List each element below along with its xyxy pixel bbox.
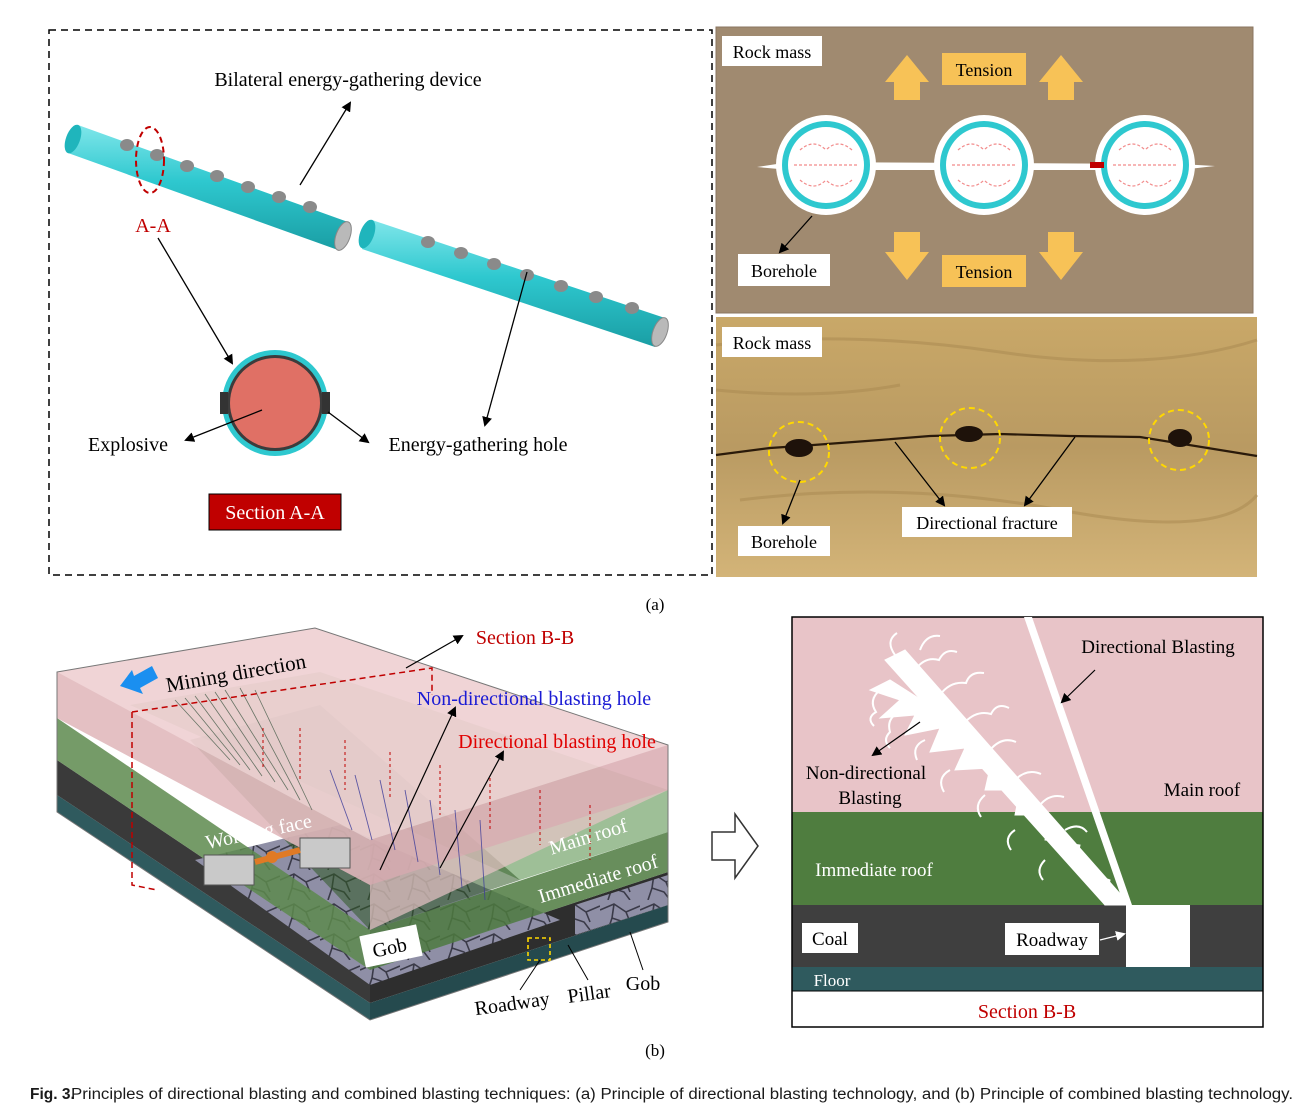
figure-caption: Fig. 3. Principles of directional blasti… <box>30 1086 1293 1103</box>
hole-arrow-2 <box>482 271 528 427</box>
borehole-label-2: Borehole <box>751 532 817 552</box>
non-directional-label: Non-directional <box>806 763 926 784</box>
non-directional-arrow <box>379 706 457 871</box>
non-directional-blast <box>868 649 1132 906</box>
panel-a-photo: Rock mass Borehole Directional fracture <box>715 317 1259 577</box>
caption-fig-number: Fig. 3. <box>30 1086 75 1103</box>
device-label: Bilateral energy-gathering device <box>214 69 481 91</box>
photo-fracture <box>715 432 1258 458</box>
sub-label-a: (a) <box>646 595 665 614</box>
borehole-3 <box>1090 115 1195 215</box>
directional-blasting-label: Directional Blasting <box>1081 637 1235 658</box>
tension-arrow-up-2 <box>1039 55 1083 100</box>
roadway-label: Roadway <box>473 988 551 1020</box>
dashed-frame <box>48 29 713 576</box>
borehole-arrow-2 <box>781 479 801 525</box>
device-arrow <box>299 101 352 186</box>
panel-a-schematic: Rock mass Tension Tension <box>715 26 1254 314</box>
directional-arrow <box>439 750 504 869</box>
explosive-arrow <box>184 409 263 442</box>
section-aa-box <box>208 493 342 531</box>
shearer <box>203 837 351 886</box>
fracture-arrow-1 <box>894 441 946 507</box>
rock-mass-label-1: Rock mass <box>733 42 812 62</box>
panel-b-block <box>56 627 669 1021</box>
roadway-void <box>1126 905 1190 967</box>
section-bb-title: Section B-B <box>978 1001 1076 1023</box>
blasting-label: Blasting <box>838 788 902 809</box>
tension-arrow-down-1 <box>885 232 929 280</box>
tension-arrow-up-1 <box>885 55 929 100</box>
section-bb-labels: Directional Blasting Non-directional Bla… <box>806 637 1241 1023</box>
hole-label: Energy-gathering hole <box>388 434 567 456</box>
cross-section-aa <box>220 350 330 456</box>
section-bb-frame <box>131 667 433 891</box>
energy-gathering-tube-2 <box>358 219 669 347</box>
borehole-arrow-1 <box>778 215 813 254</box>
section-bb-view <box>791 616 1264 1028</box>
mining-direction-arrow <box>120 666 158 694</box>
aa-label: A-A <box>135 215 171 237</box>
fracture-arrow-2 <box>1023 436 1076 507</box>
section-roadway-label: Roadway <box>1016 930 1088 951</box>
sub-label-b: (b) <box>645 1041 665 1060</box>
borehole-label-1: Borehole <box>751 261 817 281</box>
caption-text: Principles of directional blasting and c… <box>71 1086 1293 1103</box>
aa-arrow <box>157 237 234 365</box>
coal-label: Coal <box>812 929 848 950</box>
hole-arrow-1 <box>327 411 370 444</box>
section-bb-label: Section B-B <box>476 627 574 649</box>
fracture-label: Directional fracture <box>916 513 1057 533</box>
non-directional-hole-label: Non-directional blasting hole <box>417 688 652 710</box>
tension-label-bottom: Tension <box>956 262 1013 282</box>
tension-arrow-down-2 <box>1039 232 1083 280</box>
borehole-1 <box>776 115 876 215</box>
pillar-label: Pillar <box>566 980 612 1008</box>
section-aa-label: Section A-A <box>225 502 325 524</box>
directional-blast-line <box>1024 617 1132 905</box>
energy-gathering-tube-1 <box>64 124 352 251</box>
tension-label-top: Tension <box>956 60 1013 80</box>
floor-label: Floor <box>814 971 851 990</box>
transition-arrow-icon <box>711 811 759 881</box>
section-immediate-roof-label: Immediate roof <box>815 860 933 881</box>
fracture-branches <box>869 632 1088 881</box>
borehole-2 <box>934 115 1034 215</box>
gob-label-2: Gob <box>626 973 660 995</box>
panel-a-left: Bilateral energy-gathering device A-A Ex… <box>48 29 713 576</box>
aa-marker-ellipse <box>135 126 165 194</box>
directional-hole-label: Directional blasting hole <box>458 731 656 753</box>
section-main-roof-label: Main roof <box>1164 780 1241 801</box>
explosive-label: Explosive <box>88 434 168 456</box>
rock-mass-label-2: Rock mass <box>733 333 812 353</box>
